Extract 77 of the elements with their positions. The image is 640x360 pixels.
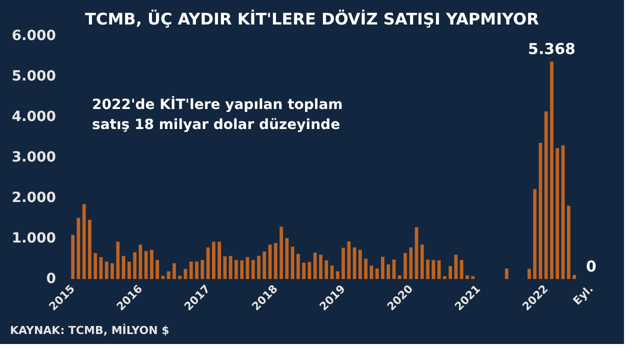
bar xyxy=(110,263,114,279)
bar xyxy=(375,268,379,279)
bar xyxy=(172,263,176,279)
bar xyxy=(166,271,170,279)
x-tick-label: Eyl. xyxy=(570,282,596,308)
bar xyxy=(566,206,570,279)
bar xyxy=(347,241,351,279)
bar xyxy=(218,242,221,279)
bar xyxy=(533,189,537,279)
data-label: 0 xyxy=(586,258,596,276)
bar xyxy=(274,242,278,279)
bar xyxy=(262,251,266,279)
bar xyxy=(572,274,576,279)
bar xyxy=(336,271,340,279)
bar xyxy=(471,276,475,279)
bar xyxy=(150,250,154,279)
bar xyxy=(528,268,531,279)
bar xyxy=(251,260,255,279)
bar xyxy=(544,111,548,279)
bar xyxy=(234,260,238,279)
bar xyxy=(342,248,345,279)
bar xyxy=(228,256,232,279)
bar xyxy=(296,254,300,279)
bar xyxy=(82,204,86,279)
bar xyxy=(133,252,136,279)
y-tick-label: 1.000 xyxy=(12,230,56,246)
bar xyxy=(195,262,198,279)
bar xyxy=(466,275,469,279)
y-tick-label: 6.000 xyxy=(12,28,56,44)
bar xyxy=(257,256,260,279)
bar xyxy=(550,62,554,279)
bar xyxy=(448,266,452,279)
bar xyxy=(144,251,148,279)
bar xyxy=(432,260,436,279)
bar xyxy=(404,253,407,279)
bar xyxy=(71,234,75,279)
bar xyxy=(443,276,446,279)
bar xyxy=(398,275,402,279)
bar xyxy=(364,258,368,279)
bar xyxy=(138,244,142,279)
bar xyxy=(285,238,289,279)
bar xyxy=(556,148,560,279)
bar xyxy=(381,256,384,279)
bar xyxy=(319,254,322,279)
y-tick-label: 5.000 xyxy=(12,68,56,84)
bar xyxy=(420,244,424,279)
bar xyxy=(358,250,362,279)
bar xyxy=(330,266,334,279)
bar xyxy=(88,220,92,279)
bar xyxy=(200,260,204,279)
chart-title: TCMB, ÜÇ AYDIR KİT'LERE DÖVİZ SATIŞI YAPMIYOR xyxy=(85,10,539,28)
bar xyxy=(302,262,306,279)
bar xyxy=(409,247,413,279)
bar xyxy=(240,260,244,279)
bar xyxy=(280,226,283,279)
y-tick-label: 0 xyxy=(46,271,56,287)
bar xyxy=(386,264,390,279)
bar xyxy=(116,242,120,279)
data-label: 5.368 xyxy=(528,40,576,58)
y-tick-label: 3.000 xyxy=(12,150,56,166)
text: KAYNAK: TCMB, MİLYON $ xyxy=(10,323,170,337)
bar xyxy=(189,262,193,279)
bar xyxy=(426,260,430,279)
y-tick-label: 4.000 xyxy=(12,109,56,125)
bar xyxy=(313,252,317,279)
bar xyxy=(504,268,508,279)
bar xyxy=(324,260,328,279)
bar xyxy=(212,242,216,279)
bar xyxy=(104,262,108,279)
bar xyxy=(127,262,131,279)
bar xyxy=(94,253,98,279)
bar xyxy=(370,266,374,279)
bar xyxy=(178,276,182,279)
bar xyxy=(460,260,464,279)
y-tick-label: 2.000 xyxy=(12,190,56,206)
annotation: 2022'de KİT'lere yapılan toplam satış 18 milyar dolar düzeyinde xyxy=(92,96,343,133)
bar xyxy=(156,260,160,279)
